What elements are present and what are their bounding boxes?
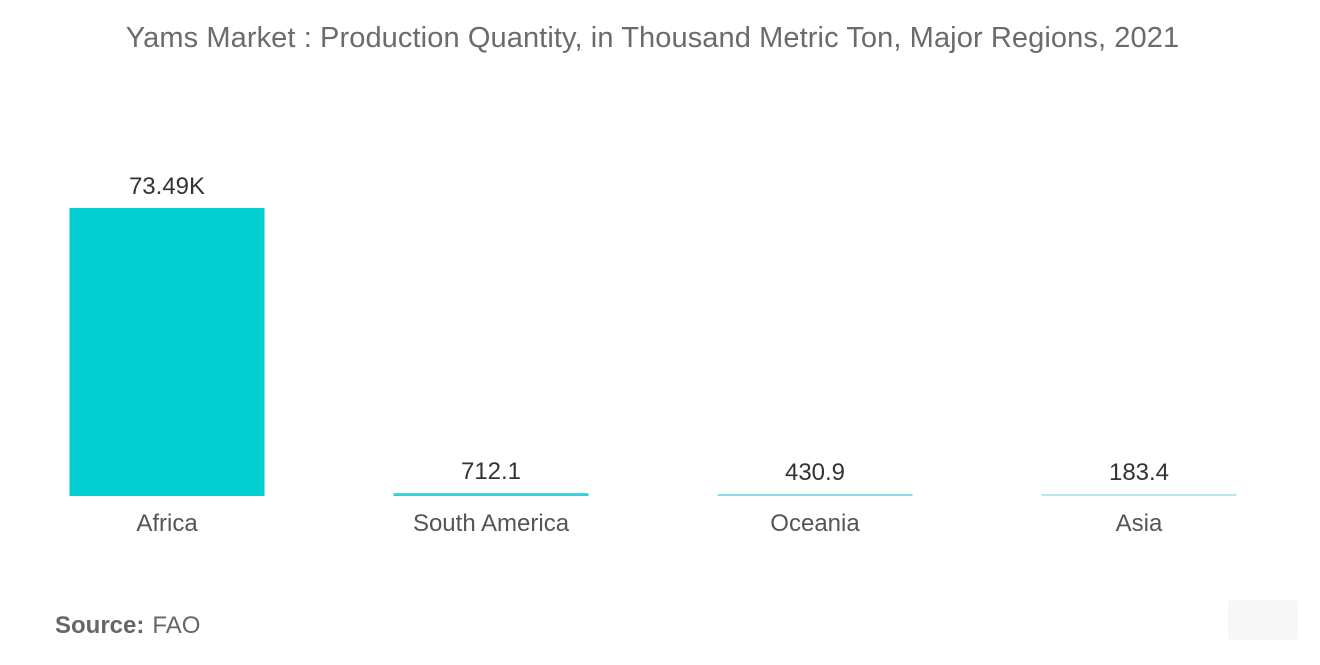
- value-label-asia: 183.4: [1109, 459, 1169, 486]
- category-label-oceania: Oceania: [770, 510, 860, 537]
- bar-chart: 73.49K Africa 712.1 South America 430.9 Ocean…: [69, 173, 1237, 537]
- category-label-africa: Africa: [136, 510, 198, 537]
- chart-title: Yams Market : Production Quantity, in Th…: [125, 22, 1180, 54]
- labels-layer: 73.49K Africa 712.1 South America 430.9 Ocean…: [129, 173, 1169, 537]
- bar-africa: [69, 208, 265, 496]
- bars-layer: [69, 208, 1237, 496]
- value-label-africa: 73.49K: [129, 173, 205, 200]
- value-label-south-america: 712.1: [461, 458, 521, 485]
- bar-oceania: [717, 494, 913, 496]
- source-label: Source:: [55, 612, 145, 639]
- watermark-logo: [1228, 600, 1298, 640]
- bar-asia: [1041, 494, 1237, 496]
- source-note: Source: FAO: [55, 612, 200, 640]
- category-label-south-america: South America: [413, 510, 570, 537]
- source-value: FAO: [152, 612, 201, 639]
- value-label-oceania: 430.9: [785, 459, 845, 486]
- bar-south-america: [393, 493, 589, 496]
- category-label-asia: Asia: [1116, 510, 1163, 537]
